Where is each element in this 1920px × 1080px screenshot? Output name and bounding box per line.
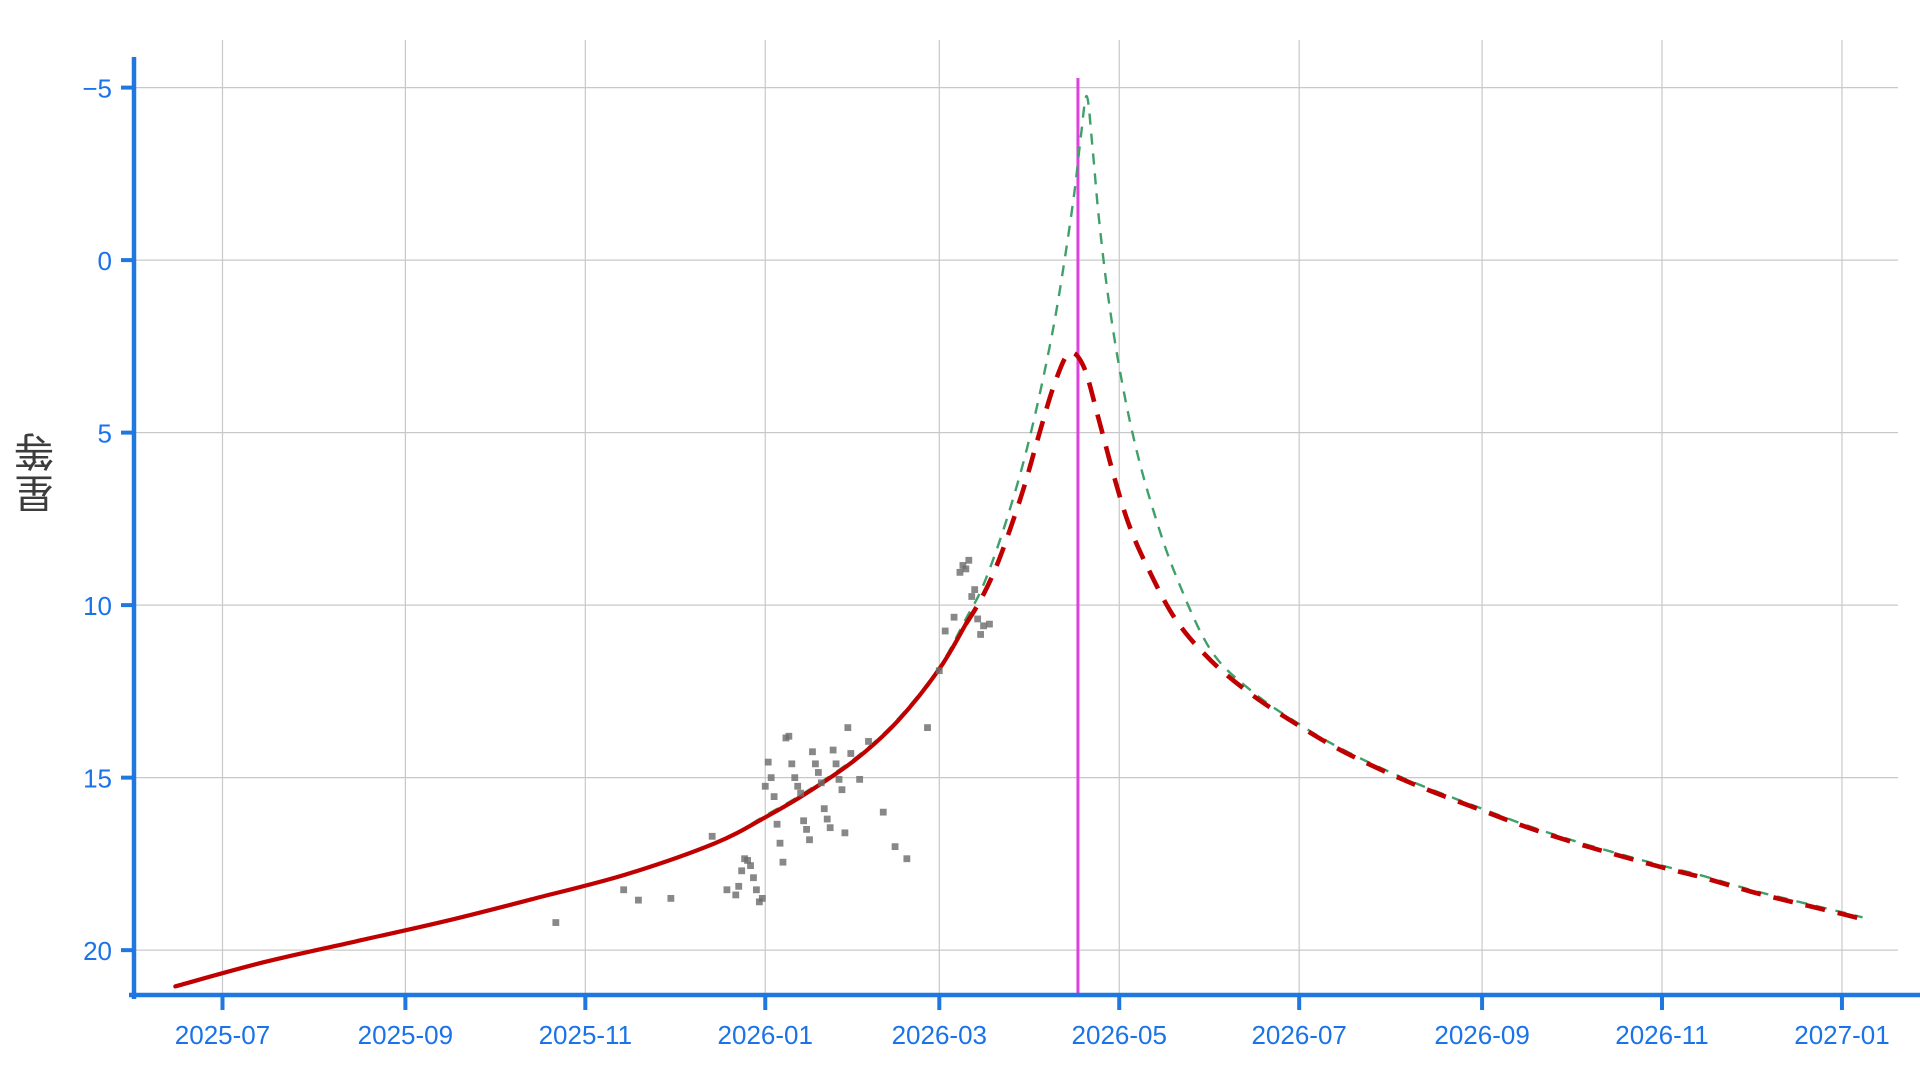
observation-marker — [747, 862, 754, 870]
observation-marker — [812, 760, 819, 768]
observation-marker — [968, 593, 976, 600]
observation-marker — [809, 748, 816, 756]
observation-marker — [935, 667, 943, 675]
observation-marker — [723, 886, 731, 894]
x-axis-tick-label: 2026-01 — [718, 1020, 813, 1050]
observation-marker — [980, 622, 987, 630]
observation-marker — [755, 898, 763, 906]
observation-marker — [770, 793, 778, 801]
observation-marker — [744, 857, 751, 864]
observation-marker — [667, 894, 675, 902]
x-axis-tick-label: 2025-09 — [358, 1020, 453, 1050]
observation-marker — [965, 556, 973, 564]
gridlines — [134, 40, 1898, 995]
observation-marker — [956, 568, 964, 576]
x-axis-tick-label: 2026-05 — [1072, 1020, 1167, 1050]
observation-marker — [797, 789, 805, 797]
observation-marker — [891, 843, 899, 851]
y-axis-tick-label: 15 — [83, 764, 112, 794]
fitted-lightcurve-red-dashed — [963, 350, 1864, 922]
y-axis-tick-label: −5 — [82, 74, 112, 104]
observation-marker — [791, 774, 799, 782]
observation-marker — [735, 882, 743, 890]
observation-marker — [732, 891, 740, 899]
observation-marker — [800, 817, 808, 825]
observation-marker — [758, 894, 766, 902]
observation-marker — [779, 858, 787, 866]
observation-marker — [847, 750, 855, 757]
observation-marker — [552, 919, 560, 926]
observation-marker — [974, 615, 982, 623]
observation-marker — [971, 586, 979, 593]
observation-marker — [817, 779, 825, 787]
fitted-lightcurve-red-solid — [173, 622, 968, 989]
observation-marker — [785, 732, 793, 740]
observation-marker — [941, 627, 949, 635]
observation-marker — [773, 820, 781, 828]
observation-marker — [823, 815, 831, 823]
y-axis-tick-label: 10 — [83, 591, 112, 621]
model-lightcurve-green — [174, 95, 1863, 988]
observation-marker — [753, 886, 760, 894]
observation-marker — [832, 760, 840, 768]
observation-marker — [959, 562, 967, 569]
x-axis-tick-label: 2026-09 — [1434, 1020, 1529, 1050]
observation-marker — [788, 760, 796, 768]
observation-marker — [803, 825, 810, 833]
observation-marker — [826, 824, 834, 832]
x-axis-tick-label: 2026-03 — [892, 1020, 987, 1050]
x-axis-tick-label: 2026-07 — [1251, 1020, 1346, 1050]
observation-marker — [844, 724, 852, 732]
observation-marker — [924, 724, 931, 732]
observation-marker — [750, 874, 757, 882]
observation-marker — [806, 836, 813, 844]
y-axis-tick-label: 5 — [98, 419, 112, 449]
observation-marker — [794, 782, 802, 790]
x-axis-tick-label: 2026-11 — [1615, 1020, 1709, 1050]
observation-marker — [620, 886, 628, 894]
observation-marker — [738, 867, 746, 875]
observation-marker — [856, 775, 864, 783]
x-axis-tick-label: 2025-07 — [175, 1020, 270, 1050]
observation-marker — [835, 775, 843, 783]
observation-marker — [767, 774, 775, 782]
x-axis-tick-label: 2027-01 — [1794, 1020, 1889, 1050]
observation-marker — [829, 746, 837, 754]
y-axis-tick-label: 20 — [83, 936, 112, 966]
observation-marker — [761, 782, 769, 790]
observation-marker — [977, 631, 984, 638]
x-axis-tick-label: 2025-11 — [539, 1020, 633, 1050]
observation-marker — [764, 758, 772, 766]
observation-marker — [841, 829, 849, 837]
y-axis-title: 星等 — [15, 430, 61, 514]
observation-marker — [708, 832, 716, 840]
observation-marker — [903, 855, 911, 863]
observation-marker — [776, 839, 784, 847]
observation-marker — [865, 738, 872, 745]
observation-marker — [962, 565, 970, 573]
observation-marker — [635, 896, 642, 904]
observation-markers — [552, 556, 993, 926]
y-axis-tick-label: 0 — [98, 246, 112, 276]
observation-marker — [950, 613, 958, 621]
observation-marker — [838, 786, 846, 794]
observation-marker — [879, 808, 887, 816]
observation-marker — [820, 805, 828, 813]
observation-marker — [814, 769, 822, 776]
observation-marker — [986, 620, 993, 628]
